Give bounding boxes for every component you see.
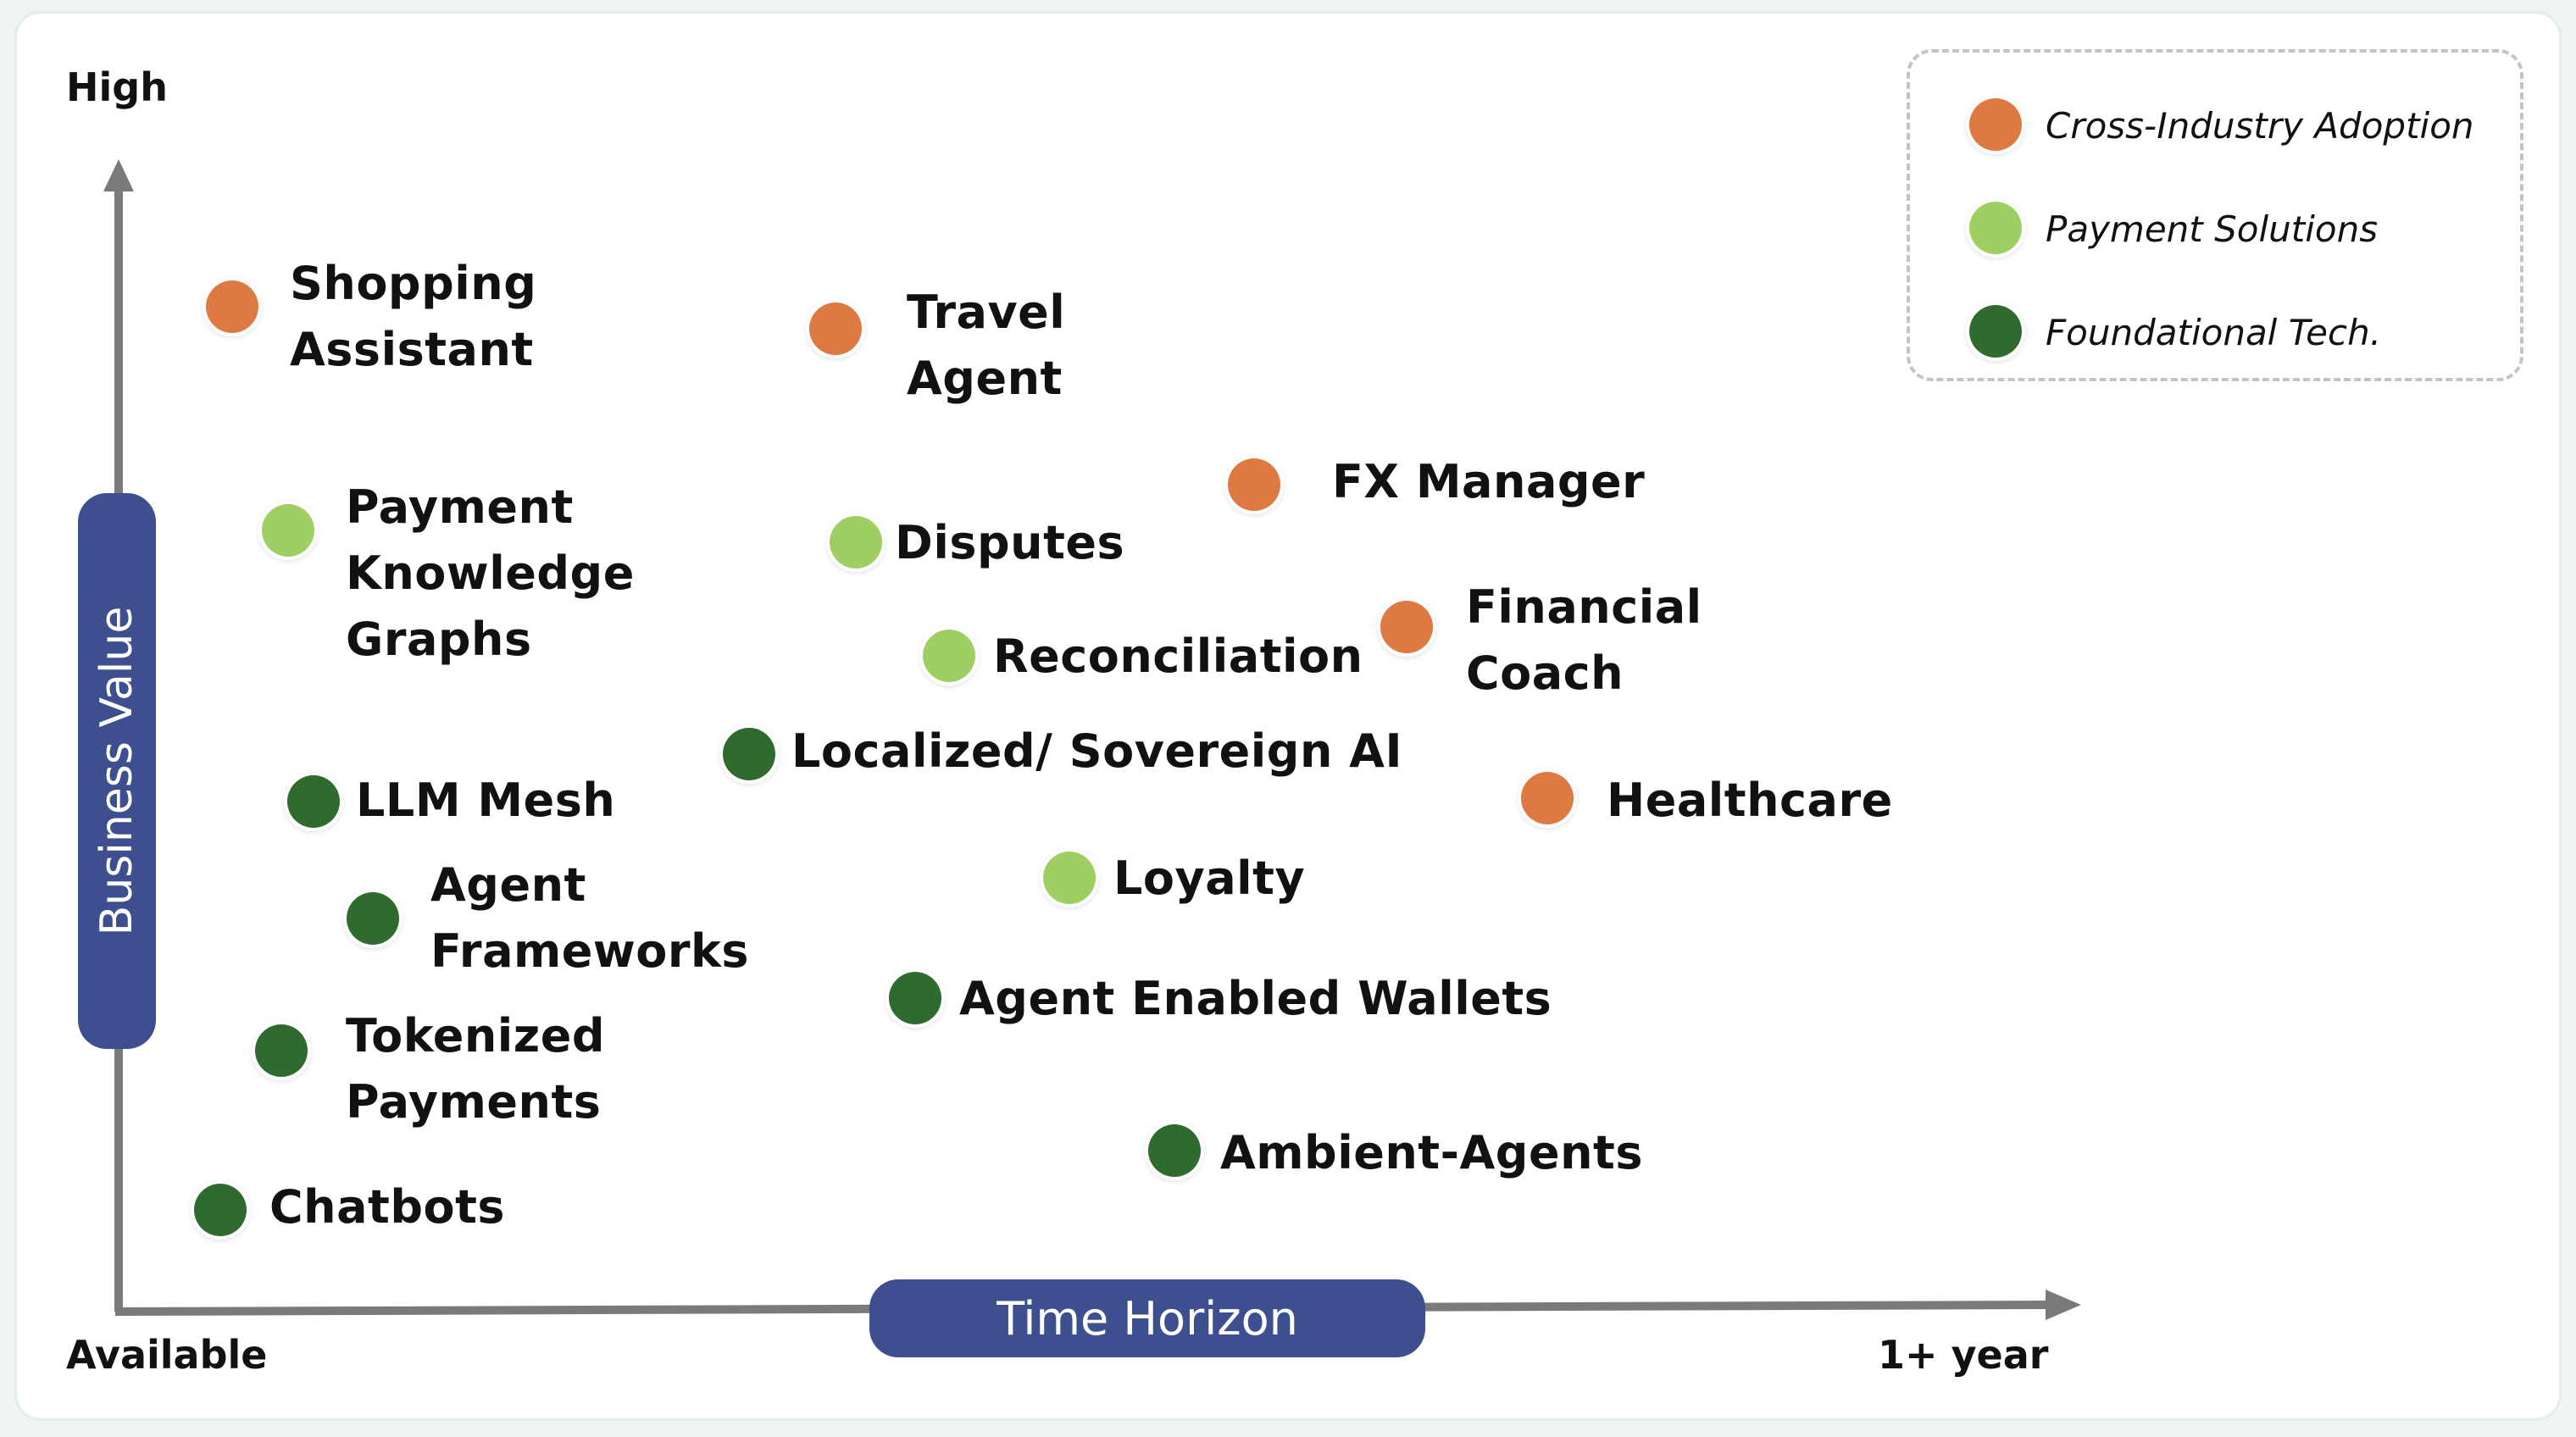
dot-tokenized-payments (255, 1024, 308, 1077)
dot-agent-frameworks (347, 892, 399, 945)
label-loyalty: Loyalty (1113, 852, 1306, 905)
dot-shopping-assistant (206, 280, 258, 333)
legend-swatch (1969, 305, 2022, 358)
label-agent-enabled-wallets: Agent Enabled Wallets (959, 972, 1552, 1025)
label-shopping-assistant: Shopping Assistant (290, 257, 537, 376)
legend: Cross-Industry Adoption Payment Solution… (1907, 49, 2523, 381)
legend-item-payment-solutions: Payment Solutions (1969, 202, 2512, 256)
label-tokenized-payments: Tokenized Payments (346, 1009, 606, 1129)
dot-ambient-agents (1148, 1124, 1201, 1177)
dot-fx-manager (1228, 458, 1280, 511)
dot-disputes (830, 516, 882, 569)
dot-localized-sovereign-ai (723, 728, 775, 780)
label-agent-frameworks: Agent Frameworks (430, 858, 750, 978)
legend-swatch (1969, 98, 2022, 151)
y-axis-title: Business Value (92, 606, 142, 936)
dot-travel-agent (809, 302, 862, 355)
y-axis-arrowhead (103, 159, 134, 191)
dot-chatbots (194, 1184, 247, 1236)
label-llm-mesh: LLM Mesh (356, 774, 616, 827)
legend-item-foundational-tech: Foundational Tech. (1969, 305, 2512, 359)
legend-label: Foundational Tech. (2046, 312, 2382, 353)
dot-reconciliation (923, 630, 975, 682)
label-healthcare: Healthcare (1607, 774, 1893, 827)
y-axis-title-pill: Business Value (78, 493, 156, 1049)
dot-loyalty (1043, 852, 1096, 904)
label-travel-agent: Travel Agent (907, 286, 1066, 405)
x-axis-title-pill: Time Horizon (869, 1279, 1425, 1357)
label-chatbots: Chatbots (269, 1180, 506, 1234)
label-localized-sovereign-ai: Localized/ Sovereign AI (791, 724, 1403, 778)
label-reconciliation: Reconciliation (993, 630, 1363, 683)
dot-agent-enabled-wallets (889, 972, 941, 1024)
dot-payment-knowledge-graphs (262, 504, 314, 557)
dot-llm-mesh (287, 775, 340, 828)
legend-label: Cross-Industry Adoption (2046, 105, 2474, 147)
label-payment-knowledge-graphs: Payment Knowledge Graphs (346, 480, 635, 666)
legend-item-cross-industry: Cross-Industry Adoption (1969, 98, 2512, 153)
x-axis-arrowhead (2046, 1290, 2081, 1320)
label-financial-coach: Financial Coach (1466, 580, 1702, 700)
x-axis-end-label: 1+ year (1878, 1332, 2049, 1378)
legend-swatch (1969, 202, 2022, 254)
x-axis-start-label: Available (66, 1332, 268, 1378)
dot-financial-coach (1380, 601, 1433, 653)
label-ambient-agents: Ambient-Agents (1220, 1126, 1643, 1179)
dot-healthcare (1521, 772, 1574, 824)
label-disputes: Disputes (895, 516, 1125, 569)
label-fx-manager: FX Manager (1332, 455, 1646, 508)
x-axis-title: Time Horizon (997, 1291, 1298, 1345)
diagram-card (17, 14, 2559, 1418)
y-axis-high-label: High (66, 64, 168, 110)
legend-label: Payment Solutions (2046, 208, 2379, 250)
